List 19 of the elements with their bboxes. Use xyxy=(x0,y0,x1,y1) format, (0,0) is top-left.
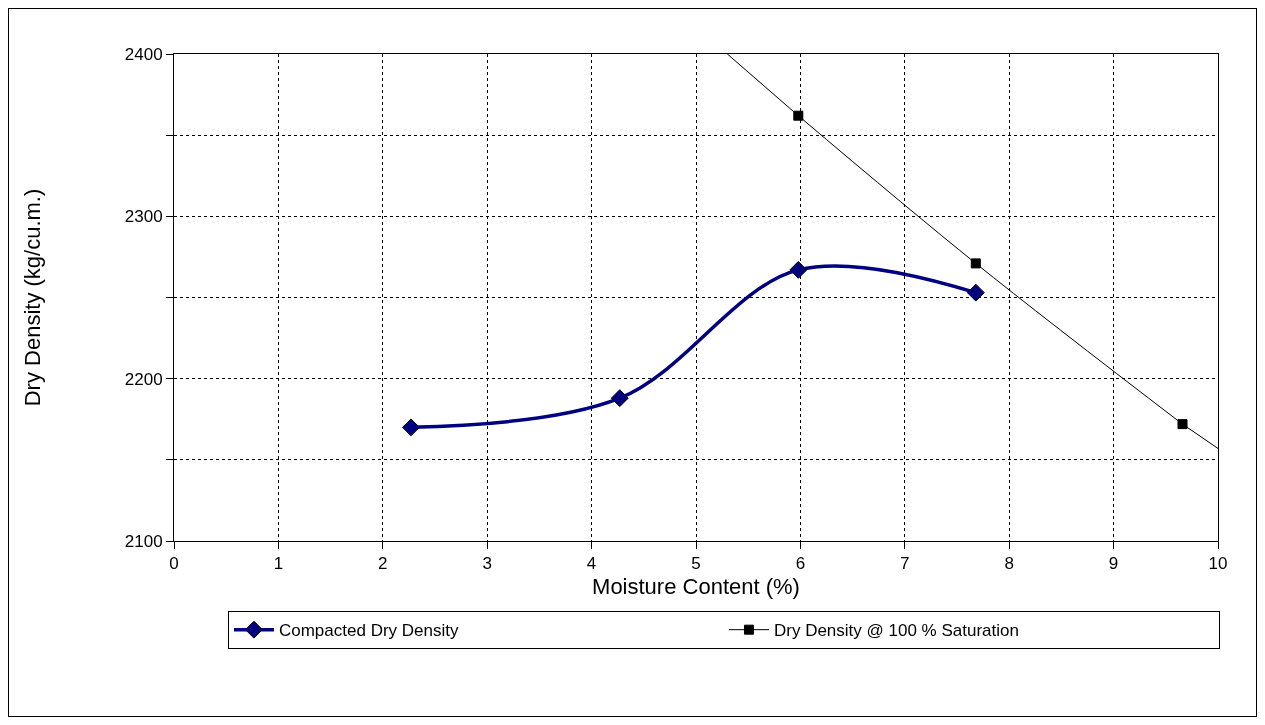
x-tick-label: 5 xyxy=(691,554,701,574)
x-tick-label: 9 xyxy=(1108,554,1119,574)
legend-label: Dry Density @ 100 % Saturation xyxy=(773,621,1019,641)
y-tick-label: 2200 xyxy=(124,369,163,389)
legend-label: Compacted Dry Density xyxy=(278,621,459,641)
x-tick-label: 10 xyxy=(1208,554,1228,574)
y-tick-label: 2100 xyxy=(124,531,163,551)
x-tick-label: 0 xyxy=(169,554,179,574)
y-axis-title: Dry Density (kg/cu.m.) xyxy=(19,188,45,407)
x-tick-label: 2 xyxy=(378,554,388,574)
x-tick-label: 8 xyxy=(1004,554,1014,574)
x-tick-label: 1 xyxy=(273,554,284,574)
y-tick-label: 2300 xyxy=(124,207,163,227)
x-tick-label: 6 xyxy=(795,554,806,574)
y-tick-label: 2400 xyxy=(124,44,163,64)
x-tick-label: 3 xyxy=(482,554,492,574)
x-tick-label: 7 xyxy=(900,554,910,574)
x-tick-label: 4 xyxy=(586,554,597,574)
x-axis-title: Moisture Content (%) xyxy=(592,574,800,600)
